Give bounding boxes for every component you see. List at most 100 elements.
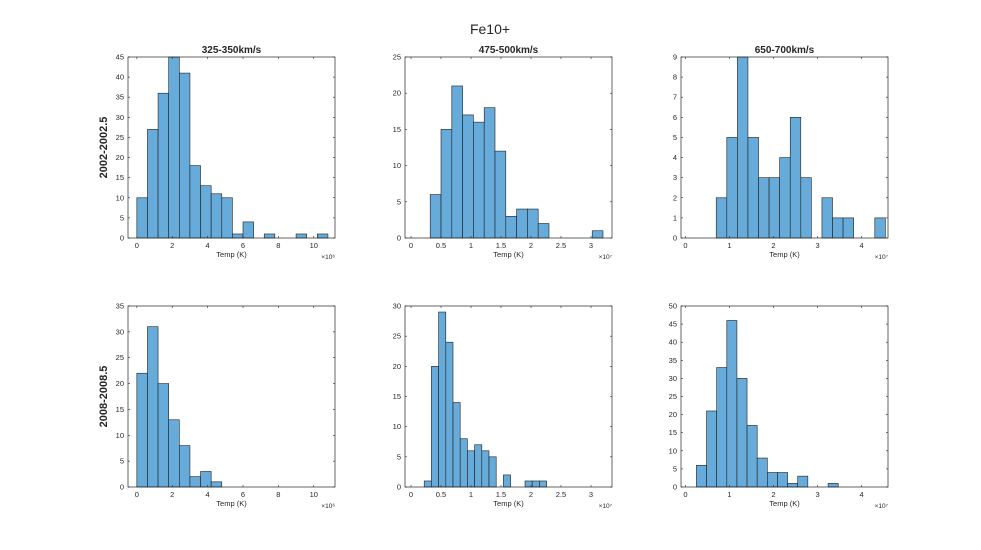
y-tick-label: 0 xyxy=(673,234,677,243)
y-tick-label: 5 xyxy=(673,464,677,473)
histogram-bar xyxy=(210,193,223,239)
histogram-bar xyxy=(821,197,833,239)
histogram-bar xyxy=(779,157,791,239)
histogram-bar xyxy=(232,233,244,239)
panel-title: 650-700km/s xyxy=(755,45,815,56)
axes-box xyxy=(127,305,336,488)
histogram-bar xyxy=(800,177,812,239)
histogram-bar xyxy=(263,233,276,239)
panel-title: 475-500km/s xyxy=(479,45,539,56)
histogram-bar xyxy=(451,85,463,239)
histogram-bar xyxy=(768,177,780,239)
histogram-bar xyxy=(459,438,468,488)
x-tick-label: 2 xyxy=(170,241,174,250)
axes-box xyxy=(680,56,889,239)
histogram-bar xyxy=(179,445,191,488)
histogram-bar xyxy=(797,475,809,488)
y-tick-label: 20 xyxy=(393,89,401,98)
histogram-bar xyxy=(157,383,170,488)
x-axis-label: Temp (K) xyxy=(769,499,800,508)
x-tick-label: 2 xyxy=(771,241,775,250)
histogram-bar xyxy=(706,410,717,488)
x-tick-label: 0 xyxy=(409,490,413,499)
histogram-bar xyxy=(168,56,180,239)
y-tick-label: 30 xyxy=(116,113,124,122)
x-tick-label: 8 xyxy=(276,241,280,250)
y-tick-label: 4 xyxy=(673,153,677,162)
histogram-bar xyxy=(467,450,475,488)
y-tick-label: 40 xyxy=(669,338,677,347)
row-label: 2002-2002.5 xyxy=(98,117,110,179)
histogram-panel-2: 0 0.5 1 1.5 2 2.5 3 0 5 10 15 20 25 Temp (K) ×10⁷ 475-5… xyxy=(393,45,613,261)
x-tick-label: 0.5 xyxy=(436,241,446,250)
y-tick-label: 45 xyxy=(669,320,677,329)
y-tick-label: 25 xyxy=(116,353,124,362)
y-tick-label: 50 xyxy=(669,302,677,311)
y-tick-label: 10 xyxy=(116,431,124,440)
histogram-panel-3: 0 1 2 3 4 0 1 2 3 4 5 6 7 8 9 Temp (K) ×10⁷ 650-700km/s xyxy=(673,45,889,261)
histogram-bar xyxy=(452,402,461,488)
y-tick-label: 5 xyxy=(397,452,401,461)
histogram-bar xyxy=(737,56,749,239)
x-tick-label: 4 xyxy=(859,490,863,499)
x-axis-exponent: ×10⁷ xyxy=(599,503,613,510)
histogram-bar xyxy=(136,372,148,488)
histogram-bar xyxy=(726,137,738,239)
histogram-bar xyxy=(832,217,844,239)
histogram-bar xyxy=(429,194,442,239)
histogram-bar xyxy=(317,233,329,239)
histogram-bar xyxy=(874,217,886,239)
y-tick-label: 3 xyxy=(673,173,677,182)
x-tick-label: 0 xyxy=(683,490,687,499)
histogram-bar xyxy=(200,185,212,239)
histogram-bar xyxy=(756,457,768,488)
histogram-bar xyxy=(462,114,474,239)
y-tick-label: 35 xyxy=(116,302,124,311)
histogram-bar xyxy=(827,483,839,488)
x-tick-label: 8 xyxy=(276,490,280,499)
x-tick-label: 2.5 xyxy=(556,490,566,499)
y-tick-label: 0 xyxy=(673,483,677,492)
y-tick-label: 20 xyxy=(669,410,677,419)
histogram-bar xyxy=(503,474,511,488)
y-tick-label: 0 xyxy=(397,234,401,243)
histogram-bar xyxy=(200,471,212,488)
histogram-bar xyxy=(527,208,539,239)
y-tick-label: 5 xyxy=(397,197,401,206)
x-tick-label: 6 xyxy=(241,241,245,250)
y-tick-label: 8 xyxy=(673,73,677,82)
x-tick-label: 1.5 xyxy=(496,241,506,250)
x-tick-label: 2 xyxy=(529,241,533,250)
histogram-panel-4: 0 2 4 6 8 10 0 5 10 15 20 25 30 35 Temp (K) ×10⁶ 2008-20… xyxy=(98,302,336,510)
x-tick-label: 4 xyxy=(859,241,863,250)
y-tick-label: 15 xyxy=(116,405,124,414)
histogram-bar xyxy=(431,366,439,488)
y-tick-label: 7 xyxy=(673,93,677,102)
y-tick-label: 2 xyxy=(673,193,677,202)
y-tick-label: 0 xyxy=(397,483,401,492)
histogram-bar xyxy=(438,311,447,488)
histogram-bar xyxy=(473,121,485,239)
y-tick-label: 20 xyxy=(393,362,401,371)
histogram-bar xyxy=(777,472,788,488)
histogram-bar xyxy=(221,197,233,239)
y-tick-label: 35 xyxy=(669,356,677,365)
histogram-bar xyxy=(842,217,854,239)
y-tick-label: 15 xyxy=(393,125,401,134)
x-tick-label: 10 xyxy=(310,241,318,250)
histogram-bar xyxy=(189,165,201,239)
x-axis-exponent: ×10⁷ xyxy=(599,254,613,261)
x-tick-label: 0 xyxy=(135,490,139,499)
y-tick-label: 35 xyxy=(116,93,124,102)
x-tick-label: 6 xyxy=(241,490,245,499)
y-tick-label: 0 xyxy=(120,483,124,492)
axes-box xyxy=(127,56,336,239)
x-tick-label: 3 xyxy=(589,241,593,250)
histogram-bar xyxy=(157,92,170,239)
x-axis-exponent: ×10⁷ xyxy=(875,254,889,261)
x-axis-exponent: ×10⁷ xyxy=(875,503,889,510)
histogram-bar xyxy=(147,129,159,239)
x-tick-label: 0 xyxy=(135,241,139,250)
